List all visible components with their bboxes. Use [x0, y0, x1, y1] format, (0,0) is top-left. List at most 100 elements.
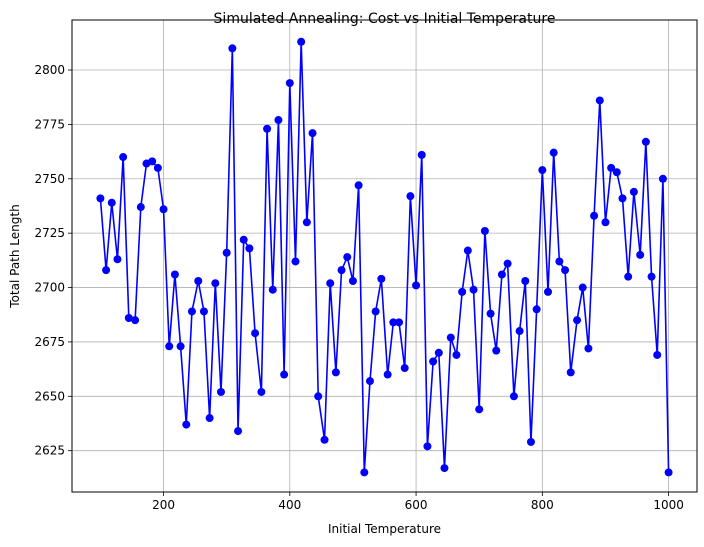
series-line [99, 41, 670, 473]
data-point [486, 309, 495, 318]
data-point [257, 387, 266, 396]
data-point [395, 318, 404, 327]
data-point [412, 281, 421, 290]
data-point [176, 342, 185, 351]
data-point [153, 163, 162, 172]
data-point [423, 442, 432, 451]
data-point [107, 198, 116, 207]
x-axis-ticks: 200 400 600 800 1000 [152, 492, 684, 512]
data-point [469, 285, 478, 294]
y-tick-label: 2650 [34, 389, 65, 403]
y-tick-label: 2700 [34, 281, 65, 295]
data-point [280, 370, 289, 379]
data-point [124, 313, 133, 322]
data-point [612, 168, 621, 177]
data-point [509, 392, 518, 401]
data-point [664, 468, 673, 477]
x-tick-label: 400 [278, 498, 301, 512]
x-axis-title: Initial Temperature [328, 522, 441, 536]
data-point [182, 420, 191, 429]
data-point [119, 153, 128, 162]
data-point [234, 427, 243, 436]
data-point [187, 307, 196, 316]
y-tick-label: 2750 [34, 172, 65, 186]
data-point [314, 392, 323, 401]
data-point [573, 316, 582, 325]
data-point [205, 414, 214, 423]
y-tick-label: 2675 [34, 335, 65, 349]
data-point [343, 253, 352, 262]
data-point [389, 318, 398, 327]
data-point [326, 279, 335, 288]
data-point [607, 163, 616, 172]
data-point [555, 257, 564, 266]
data-point [446, 333, 455, 342]
data-point [566, 368, 575, 377]
data-point [458, 287, 467, 296]
data-point [245, 244, 254, 253]
data-point [618, 194, 627, 203]
data-point [354, 181, 363, 190]
x-tick-label: 1000 [653, 498, 684, 512]
data-point [658, 174, 667, 183]
data-point [348, 277, 357, 286]
data-point [434, 348, 443, 357]
data-point [159, 205, 168, 214]
data-point [228, 44, 237, 53]
data-point [590, 211, 599, 220]
data-point [268, 285, 277, 294]
data-point [274, 116, 283, 125]
data-point [371, 307, 380, 316]
data-point [492, 346, 501, 355]
x-tick-label: 600 [405, 498, 428, 512]
data-point [636, 250, 645, 259]
data-point [102, 266, 111, 275]
data-point [170, 270, 179, 279]
data-point [503, 259, 512, 268]
data-point [360, 468, 369, 477]
data-point [96, 194, 105, 203]
data-point [302, 218, 311, 227]
data-point [285, 79, 294, 88]
data-point [308, 129, 317, 138]
y-tick-label: 2800 [34, 63, 65, 77]
data-point [475, 405, 484, 414]
series-markers [96, 37, 673, 477]
data-point [647, 272, 656, 281]
data-point [263, 124, 272, 133]
y-tick-label: 2625 [34, 444, 65, 458]
data-point [629, 187, 638, 196]
data-point [165, 342, 174, 351]
data-point [194, 277, 203, 286]
y-axis-title: Total Path Length [8, 204, 22, 308]
data-point [463, 246, 472, 255]
data-point [222, 248, 231, 257]
data-point [561, 266, 570, 275]
data-point [216, 387, 225, 396]
data-point [331, 368, 340, 377]
chart-title: Simulated Annealing: Cost vs Initial Tem… [214, 11, 556, 27]
data-point [131, 316, 140, 325]
data-point [544, 287, 553, 296]
data-point [383, 370, 392, 379]
data-point [377, 274, 386, 283]
data-point [515, 327, 524, 336]
data-point [251, 329, 260, 338]
data-point [497, 270, 506, 279]
data-point [337, 266, 346, 275]
y-tick-label: 2775 [34, 117, 65, 131]
data-point [136, 203, 145, 212]
data-point [480, 226, 489, 235]
data-point [624, 272, 633, 281]
data-point [440, 464, 449, 473]
x-tick-label: 200 [152, 498, 175, 512]
data-point [417, 150, 426, 159]
data-point [211, 279, 220, 288]
y-axis-ticks: 2625 2650 2675 2700 2725 2750 2775 2800 [34, 63, 72, 458]
data-point [653, 350, 662, 359]
data-point [601, 218, 610, 227]
data-point [365, 377, 374, 386]
data-point [584, 344, 593, 353]
data-point [320, 435, 329, 444]
